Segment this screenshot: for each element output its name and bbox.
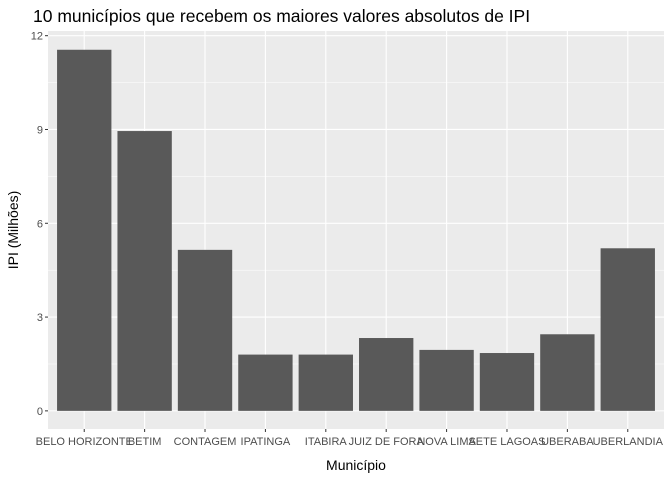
x-tick-label: ITABIRA [305, 436, 348, 448]
bar [479, 353, 535, 411]
x-tick-label: NOVA LIMA [417, 436, 476, 448]
x-tick-label: JUIZ DE FORA [349, 436, 425, 448]
x-tick-label: BELO HORIZONTE [36, 436, 133, 448]
bar [238, 354, 293, 411]
y-tick-label: 0 [37, 406, 43, 418]
x-tick-label: SETE LAGOAS [468, 436, 545, 448]
x-axis-title: Município [326, 457, 386, 473]
bar [298, 354, 353, 411]
y-tick-label: 12 [31, 31, 43, 43]
bar [57, 49, 112, 411]
x-tick-label: CONTAGEM [174, 436, 237, 448]
y-tick-label: 9 [37, 124, 43, 136]
chart-title: 10 municípios que recebem os maiores val… [33, 6, 530, 26]
bar [419, 349, 474, 411]
bar [359, 338, 414, 411]
x-tick-label: UBERABA [541, 436, 594, 448]
x-tick-label: BETIM [128, 436, 162, 448]
y-tick-label: 3 [37, 312, 43, 324]
bar [600, 248, 655, 411]
y-axis-title: IPI (Milhões) [5, 191, 21, 270]
y-tick-label: 6 [37, 218, 43, 230]
y-axis: 0 3 6 9 12 [31, 31, 48, 418]
bar [540, 334, 595, 411]
bar [117, 131, 172, 411]
bar [177, 249, 233, 411]
x-tick-label: UBERLANDIA [593, 436, 664, 448]
x-tick-label: IPATINGA [241, 436, 291, 448]
bars [57, 49, 655, 411]
